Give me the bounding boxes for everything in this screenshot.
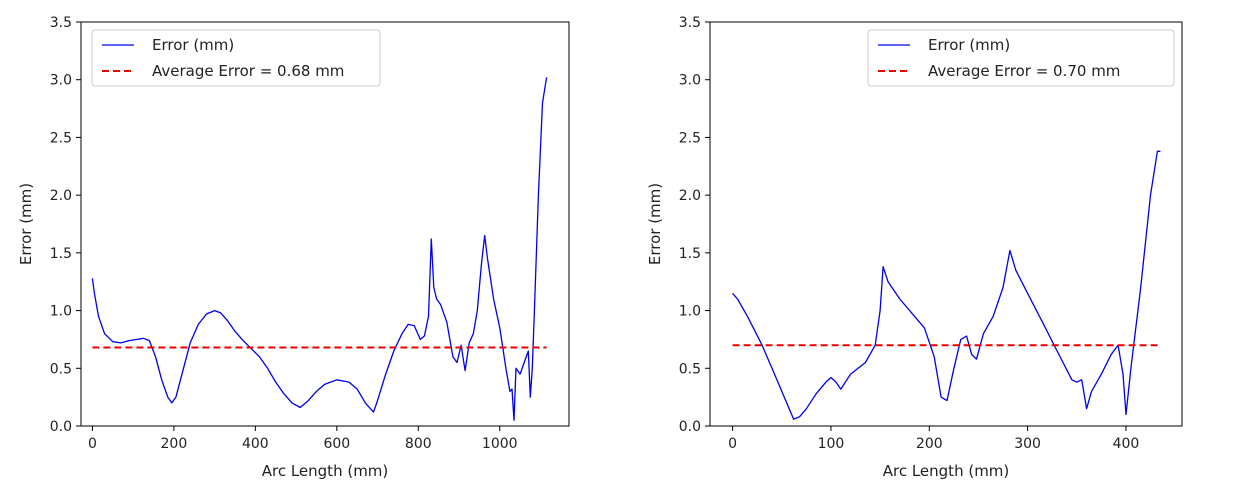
legend-label: Average Error = 0.68 mm xyxy=(152,62,344,80)
y-tick-label: 3.0 xyxy=(679,73,701,89)
error-line xyxy=(732,150,1161,420)
x-axis-label: Arc Length (mm) xyxy=(883,462,1010,480)
y-axis-label: Error (mm) xyxy=(17,183,35,265)
y-tick-label: 2.0 xyxy=(50,188,72,204)
axes-frame xyxy=(80,21,570,427)
legend-label: Average Error = 0.70 mm xyxy=(928,62,1120,80)
y-tick-label: 1.0 xyxy=(679,304,701,320)
y-tick-label: 1.5 xyxy=(50,246,72,262)
y-tick-label: 2.0 xyxy=(679,188,701,204)
x-tick-label: 1000 xyxy=(482,436,518,452)
axes-frame xyxy=(709,21,1183,427)
x-tick-label: 200 xyxy=(161,436,188,452)
x-tick-label: 400 xyxy=(1113,436,1140,452)
legend-box xyxy=(91,29,381,87)
y-tick-label: 3.5 xyxy=(50,15,72,31)
x-tick-label: 200 xyxy=(916,436,943,452)
x-tick-label: 400 xyxy=(242,436,269,452)
error-line xyxy=(91,77,548,421)
y-tick-label: 3.5 xyxy=(679,15,701,31)
x-tick-label: 0 xyxy=(728,436,737,452)
y-tick-label: 2.5 xyxy=(679,130,701,146)
legend-label: Error (mm) xyxy=(928,36,1010,54)
x-tick-label: 100 xyxy=(818,436,845,452)
x-tick-label: 800 xyxy=(405,436,432,452)
x-tick-label: 300 xyxy=(1014,436,1041,452)
y-tick-label: 2.5 xyxy=(50,130,72,146)
x-tick-label: 600 xyxy=(323,436,350,452)
x-axis-label: Arc Length (mm) xyxy=(262,462,389,480)
y-axis-label: Error (mm) xyxy=(646,183,664,265)
y-tick-label: 1.5 xyxy=(679,246,701,262)
legend-box xyxy=(867,29,1175,87)
y-tick-label: 1.0 xyxy=(50,304,72,320)
y-tick-label: 0.5 xyxy=(679,361,701,377)
y-tick-label: 0.0 xyxy=(679,419,701,435)
x-tick-label: 0 xyxy=(88,436,97,452)
chart-right: 0 100 200 300 400 0.0 0.5 1.0 1.5 2.0 2.5 3.0 3.5 Arc… xyxy=(646,15,1183,480)
y-tick-label: 0.0 xyxy=(50,419,72,435)
chart-left: 0 200 400 600 800 1000 0.0 0.5 1.0 1.5 2.0 2.5 3.0 3.… xyxy=(17,15,570,480)
legend-label: Error (mm) xyxy=(152,36,234,54)
y-tick-label: 3.0 xyxy=(50,73,72,89)
legend: Error (mm) Average Error = 0.70 mm xyxy=(867,29,1175,87)
y-tick-label: 0.5 xyxy=(50,361,72,377)
legend: Error (mm) Average Error = 0.68 mm xyxy=(91,29,381,87)
